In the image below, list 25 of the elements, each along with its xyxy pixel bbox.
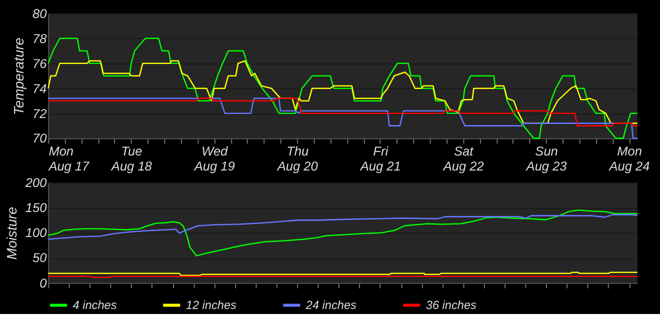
legend-label: 12 inches — [186, 298, 237, 312]
y-axis-title: Moisture — [4, 206, 20, 260]
y-tick-label: 70 — [32, 130, 47, 146]
x-tick-label: Tue Aug 18 — [110, 144, 153, 174]
x-tick-label: Mon Aug 17 — [48, 144, 90, 174]
y-tick-label: 0 — [40, 275, 47, 290]
y-tick-label: 50 — [32, 250, 47, 266]
y-tick-label: 80 — [32, 6, 47, 21]
x-tick-label: Sun Aug 23 — [525, 144, 567, 174]
y-tick-label: 200 — [24, 175, 47, 190]
legend-label: 36 inches — [426, 298, 477, 312]
legend-label: 4 inches — [72, 298, 117, 312]
legend-label: 24 inches — [304, 298, 357, 312]
x-tick-label: Thu Aug 20 — [276, 144, 318, 174]
x-tick-label: Wed Aug 19 — [193, 144, 235, 174]
y-axis-title: Temperature — [12, 37, 27, 116]
y-tick-label: 78 — [32, 30, 48, 46]
y-tick-label: 72 — [32, 106, 47, 121]
x-tick-label: Sat Aug 22 — [442, 144, 484, 174]
x-tick-label: Mon Aug 24 — [608, 144, 650, 174]
y-tick-label: 74 — [32, 80, 47, 96]
x-tick-label: Fri Aug 21 — [359, 144, 401, 174]
y-tick-label: 150 — [25, 200, 47, 216]
y-tick-label: 100 — [25, 225, 47, 240]
y-tick-label: 76 — [32, 56, 48, 71]
